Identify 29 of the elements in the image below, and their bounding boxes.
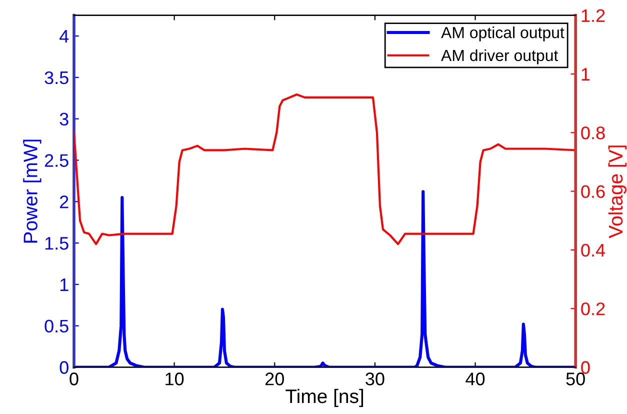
y2-tick-label: 1	[582, 68, 590, 81]
line-series	[74, 93, 576, 246]
line-series	[74, 190, 576, 368]
y-tick-label: 3	[60, 112, 68, 126]
x-tick-label: 50	[566, 372, 585, 386]
y-tick-label: 2.5	[44, 154, 68, 167]
y-tick-label: 0	[60, 361, 68, 374]
y2-tick-label: 0.2	[581, 302, 605, 316]
y-tick-label: 4	[60, 30, 69, 43]
y2-tick-label: 0.6	[581, 185, 605, 198]
y2-tick-label: 1.2	[582, 9, 605, 22]
y2-axis-title: Voltage [V]	[608, 146, 626, 238]
x-tick-label: 10	[166, 372, 184, 386]
y2-tick-label: 0.4	[581, 244, 606, 257]
y-axis-title: Power [mW]	[23, 140, 42, 243]
x-tick-label: 0	[70, 372, 78, 386]
x-axis-title: Time [ns]	[286, 388, 364, 408]
y-tick-label: 0.5	[44, 320, 68, 333]
y-tick-label: 2	[60, 196, 68, 208]
x-tick-label: 30	[366, 372, 384, 386]
y2-tick-label: 0.8	[581, 126, 605, 140]
y-tick-label: 1	[60, 278, 68, 291]
x-tick-label: 20	[265, 372, 284, 386]
y-tick-label: 1.5	[45, 237, 68, 250]
y2-tick-label: 0	[581, 361, 590, 374]
x-tick-label: 40	[466, 372, 485, 386]
legend-label: AM driver output	[441, 49, 558, 64]
y-tick-label: 3.5	[44, 71, 68, 84]
legend-label: AM optical output	[441, 26, 564, 42]
